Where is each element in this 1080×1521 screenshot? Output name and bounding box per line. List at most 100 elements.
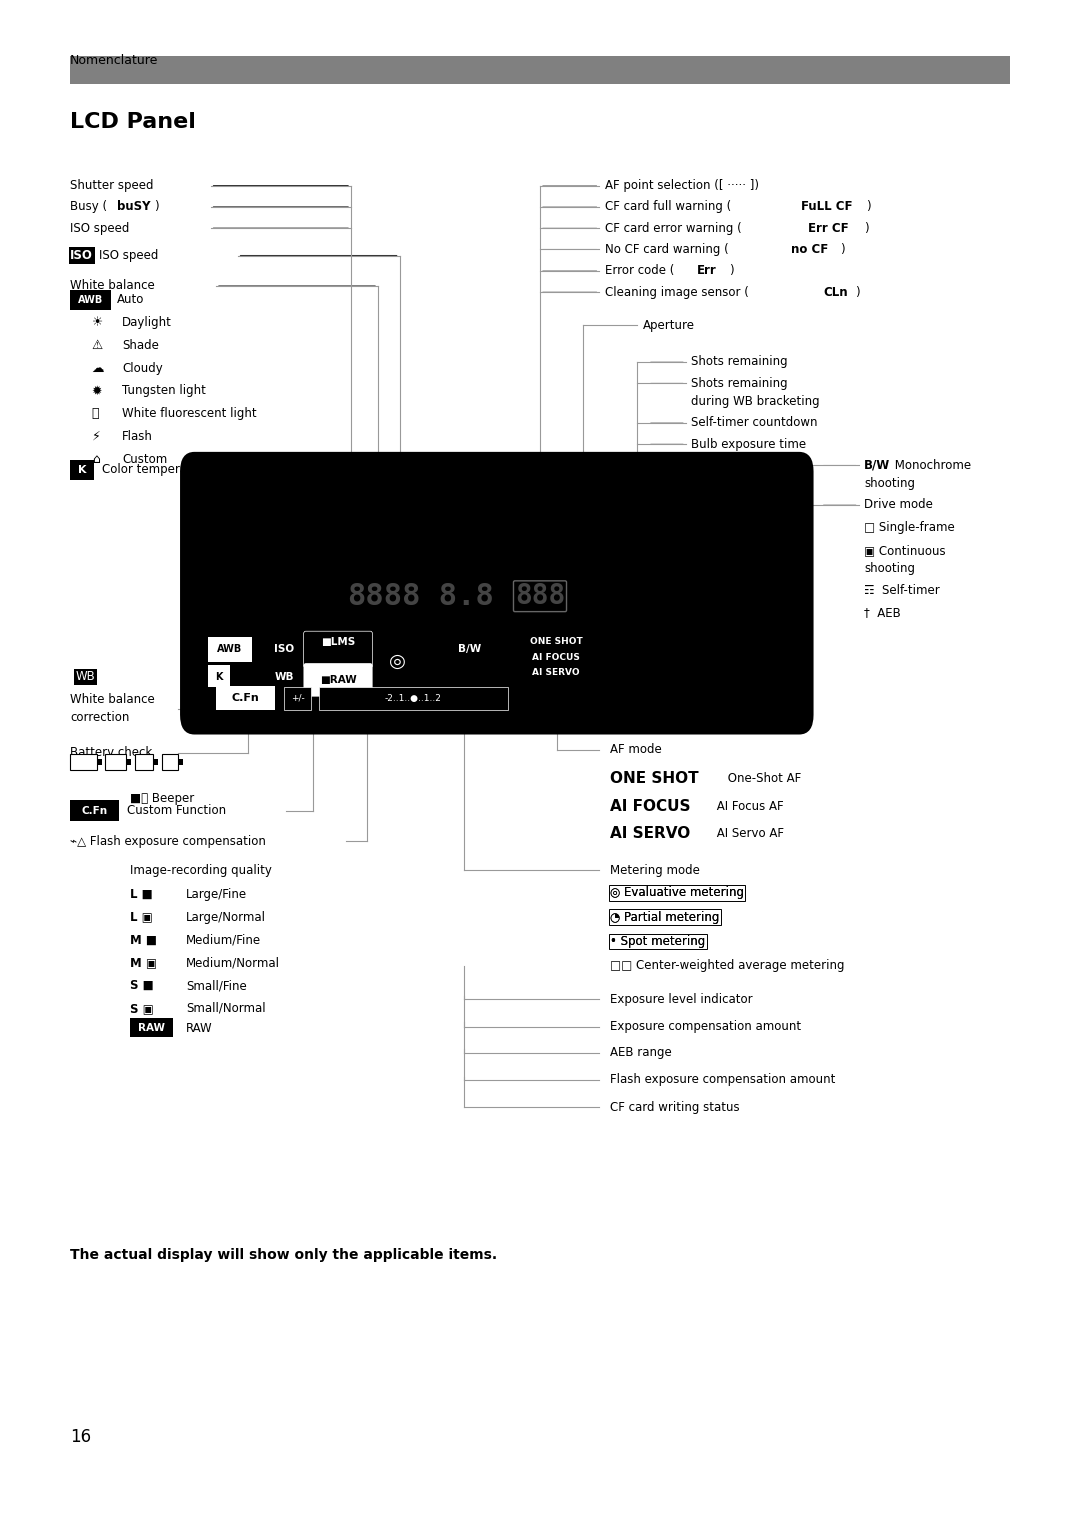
Text: ISO speed: ISO speed — [70, 222, 130, 234]
Text: RAW: RAW — [138, 1024, 165, 1033]
Text: Busy (: Busy ( — [70, 201, 107, 213]
FancyBboxPatch shape — [208, 637, 252, 662]
Text: Metering mode: Metering mode — [610, 864, 700, 876]
Text: Medium/Fine: Medium/Fine — [186, 934, 261, 946]
Text: ONE SHOT: ONE SHOT — [610, 771, 699, 786]
Text: ☶  Self-timer: ☶ Self-timer — [864, 584, 940, 596]
Text: CF card error warning (: CF card error warning ( — [605, 222, 742, 234]
Text: • Spot metering: • Spot metering — [610, 935, 705, 948]
Text: Large/Fine: Large/Fine — [186, 888, 247, 900]
FancyBboxPatch shape — [513, 618, 599, 678]
Text: ): ) — [855, 286, 860, 298]
Text: Err: Err — [697, 265, 716, 277]
Text: Daylight: Daylight — [122, 316, 172, 329]
Text: AI Focus AF: AI Focus AF — [713, 800, 783, 812]
Text: Large/Normal: Large/Normal — [186, 911, 266, 923]
Text: +/-: +/- — [291, 694, 305, 703]
Text: Image-recording quality: Image-recording quality — [130, 864, 271, 876]
Text: AWB: AWB — [78, 295, 104, 304]
Text: AF mode: AF mode — [610, 744, 662, 756]
Text: ■RAW: ■RAW — [320, 675, 356, 684]
Text: No CF card warning (: No CF card warning ( — [605, 243, 729, 256]
Text: ✹: ✹ — [92, 385, 103, 397]
Text: 16: 16 — [70, 1428, 92, 1446]
Text: Exposure compensation amount: Exposure compensation amount — [610, 1021, 801, 1033]
Text: AI SERVO: AI SERVO — [610, 826, 690, 841]
Text: ISO: ISO — [70, 249, 93, 262]
Text: K: K — [216, 672, 222, 681]
Text: FuLL CF: FuLL CF — [801, 201, 853, 213]
FancyBboxPatch shape — [284, 687, 311, 710]
Text: White balance: White balance — [70, 280, 154, 292]
Text: ): ) — [864, 222, 868, 234]
Text: ☀: ☀ — [92, 316, 103, 329]
Text: -2..1..●..1..2: -2..1..●..1..2 — [384, 694, 441, 703]
Text: AWB: AWB — [217, 645, 243, 654]
Text: Tungsten light: Tungsten light — [122, 385, 206, 397]
FancyBboxPatch shape — [70, 459, 94, 481]
Text: AEB range: AEB range — [610, 1046, 672, 1059]
Text: 8.8: 8.8 — [402, 581, 495, 611]
Text: □: □ — [512, 639, 525, 654]
Text: during WB bracketing: during WB bracketing — [691, 395, 820, 408]
Text: ⌂: ⌂ — [92, 453, 99, 465]
Text: Exposure level indicator: Exposure level indicator — [610, 993, 753, 1005]
Text: RAW: RAW — [186, 1022, 213, 1034]
Text: ☶: ☶ — [549, 651, 559, 663]
Text: ): ) — [729, 265, 733, 277]
Text: B/W: B/W — [864, 459, 890, 472]
Text: ◎: ◎ — [389, 653, 406, 671]
Text: ⧆: ⧆ — [92, 408, 99, 420]
Text: Flash: Flash — [122, 430, 153, 443]
Text: C.Fn: C.Fn — [81, 806, 108, 815]
Text: ISO: ISO — [274, 645, 294, 654]
Text: The actual display will show only the applicable items.: The actual display will show only the ap… — [70, 1247, 497, 1262]
Text: M ■: M ■ — [130, 934, 157, 946]
Text: Aperture: Aperture — [643, 319, 694, 332]
Text: □□ Center-weighted average metering: □□ Center-weighted average metering — [610, 960, 845, 972]
Text: C.Fn: C.Fn — [232, 694, 259, 703]
Text: □ Single-frame: □ Single-frame — [864, 522, 955, 534]
Text: buSY: buSY — [117, 201, 151, 213]
FancyBboxPatch shape — [153, 759, 158, 765]
Text: Cloudy: Cloudy — [122, 362, 163, 374]
Text: ▣: ▣ — [531, 651, 542, 663]
FancyBboxPatch shape — [97, 759, 102, 765]
Text: White fluorescent light: White fluorescent light — [122, 408, 257, 420]
Text: Auto: Auto — [117, 294, 144, 306]
Text: 888: 888 — [515, 583, 565, 610]
Text: shooting: shooting — [864, 563, 915, 575]
FancyBboxPatch shape — [135, 754, 153, 770]
Text: ): ) — [840, 243, 845, 256]
Text: ): ) — [154, 201, 159, 213]
Text: S ■: S ■ — [130, 980, 153, 992]
Text: no CF: no CF — [791, 243, 827, 256]
Text: CF card full warning (: CF card full warning ( — [605, 201, 731, 213]
Text: Small/Fine: Small/Fine — [186, 980, 246, 992]
Text: WB: WB — [274, 672, 294, 681]
Text: AI FOCUS: AI FOCUS — [610, 799, 691, 814]
Text: ☁: ☁ — [92, 362, 105, 374]
FancyBboxPatch shape — [70, 754, 97, 770]
Text: ⌁△ Flash exposure compensation: ⌁△ Flash exposure compensation — [70, 835, 266, 847]
Text: Shade: Shade — [122, 339, 159, 351]
Text: AI Servo AF: AI Servo AF — [713, 827, 784, 840]
Text: B/W: B/W — [458, 645, 482, 654]
Text: Small/Normal: Small/Normal — [186, 1002, 266, 1015]
Text: ONE SHOT: ONE SHOT — [530, 637, 582, 646]
Text: Medium/Normal: Medium/Normal — [186, 957, 280, 969]
Text: AI SERVO: AI SERVO — [532, 668, 580, 677]
Text: Custom: Custom — [122, 453, 167, 465]
Text: ): ) — [866, 201, 870, 213]
Text: LCD Panel: LCD Panel — [70, 111, 197, 132]
Text: Shutter speed: Shutter speed — [70, 179, 153, 192]
FancyBboxPatch shape — [303, 663, 373, 697]
Text: Monochrome: Monochrome — [891, 459, 971, 472]
Text: Battery check: Battery check — [70, 747, 152, 759]
Text: Custom Function: Custom Function — [127, 805, 227, 817]
Text: Bulb exposure time: Bulb exposure time — [691, 438, 807, 450]
Text: WB: WB — [76, 671, 95, 683]
Text: Nomenclature: Nomenclature — [70, 55, 159, 67]
Text: ISO: ISO — [70, 249, 93, 262]
Text: AF point selection ([ ····· ]): AF point selection ([ ····· ]) — [605, 179, 759, 192]
